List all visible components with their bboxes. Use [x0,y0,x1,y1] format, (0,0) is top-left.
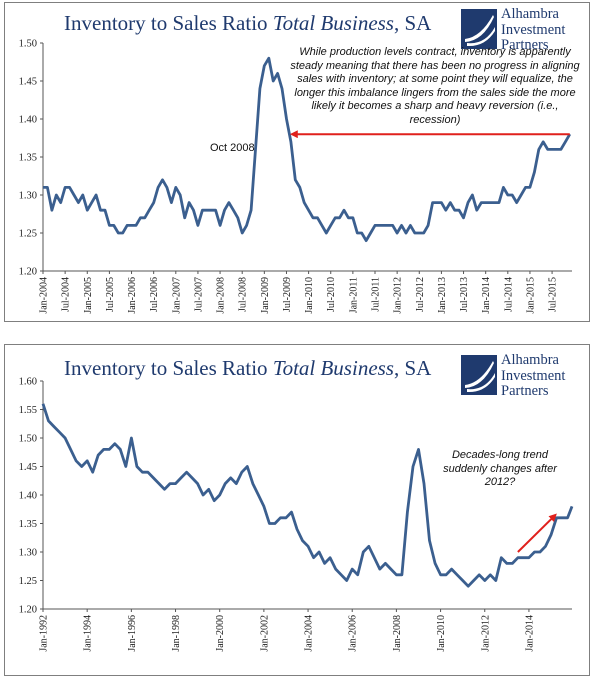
x-tick-label: Jul-2008 [238,277,249,312]
y-tick-label: 1.35 [19,519,37,530]
x-tick-label: Jul-2012 [415,277,426,312]
chart-title: Inventory to Sales Ratio Total Business,… [64,11,432,35]
y-tick-label: 1.45 [19,77,37,88]
x-tick-label: Jan-1992 [39,615,50,652]
y-tick-label: 1.50 [19,39,37,50]
chart-panel-bottom: Inventory to Sales Ratio Total Business,… [4,344,590,676]
x-tick-label: Jan-2012 [393,277,404,314]
x-tick-label: Jan-2005 [83,277,94,314]
x-tick-label: Jan-2014 [524,615,535,652]
y-tick-label: 1.20 [19,267,37,278]
x-tick-label: Jan-2008 [216,277,227,314]
x-tick-label: Jan-2006 [348,615,359,652]
chart-annotation: While production levels contract, invent… [290,46,580,126]
trend-arrow [517,513,557,553]
company-logo: Alhambra Investment Partners [461,6,589,53]
x-tick-label: Jul-2004 [61,277,72,312]
x-tick-label: Jan-1994 [83,615,94,652]
x-tick-label: Jul-2013 [459,277,470,312]
x-tick-label: Jul-2005 [105,277,116,312]
logo-text-line: Partners [501,37,549,53]
x-tick-label: Jan-2013 [437,277,448,314]
x-tick-label: Jan-2006 [127,277,138,314]
chart-annotation: Decades-long trend suddenly changes afte… [443,449,557,488]
x-tick-label: Jan-2004 [39,277,50,314]
x-tick-label: Jan-2004 [304,615,315,652]
y-tick-label: 1.30 [19,191,37,202]
x-tick-label: Jul-2010 [326,277,337,312]
y-tick-label: 1.20 [19,605,37,616]
x-tick-label: Jan-1996 [127,615,138,652]
logo-text-line: Alhambra [501,352,559,368]
y-tick-label: 1.25 [19,229,37,240]
x-tick-label: Jul-2007 [193,277,204,312]
x-tick-label: Jan-2000 [215,615,226,652]
line-chart-bottom: 1.20 1.25 1.30 1.35 1.40 1.45 1.50 1.55 1.60 Jan-… [19,377,574,652]
x-tick-label: Jul-2009 [282,277,293,312]
y-tick-label: 1.50 [19,434,37,445]
x-tick-label: Jan-2014 [481,277,492,314]
y-tick-label: 1.30 [19,548,37,559]
x-tick-label: Jan-2009 [260,277,271,314]
y-tick-label: 1.40 [19,491,37,502]
chart-panel-top: Inventory to Sales Ratio Total Business,… [4,2,590,322]
logo-text-line: Investment [501,367,566,384]
x-tick-label: Jan-2002 [259,615,270,652]
company-logo: Alhambra Investment Partners [461,352,589,399]
logo-text-line: Partners [501,383,549,399]
logo-mark-icon [461,355,497,395]
x-tick-label: Jul-2014 [503,277,514,312]
logo-text-line: Investment [501,21,566,38]
logo-mark-icon [461,9,497,49]
x-tick-label: Jan-2012 [480,615,491,652]
x-tick-label: Jan-2007 [171,277,182,314]
series-line [41,403,574,588]
x-tick-label: Jan-2010 [304,277,315,314]
y-tick-label: 1.45 [19,462,37,473]
x-tick-label: Jul-2015 [548,277,559,312]
x-tick-label: Jan-2015 [525,277,536,314]
line-chart-top: 1.20 1.25 1.30 1.35 1.40 1.45 1.50 Jan-2004 Jul-… [19,39,572,314]
chart-title: Inventory to Sales Ratio Total Business,… [64,356,432,380]
x-tick-label: Jan-1998 [171,615,182,652]
x-tick-label: Jan-2008 [392,615,403,652]
y-tick-label: 1.60 [19,377,37,388]
series-line [43,56,572,243]
x-tick-label: Jul-2006 [149,277,160,312]
event-label: Oct 2008 [210,142,255,154]
y-tick-label: 1.25 [19,576,37,587]
y-tick-label: 1.40 [19,115,37,126]
y-tick-label: 1.35 [19,153,37,164]
x-tick-label: Jan-2011 [348,277,359,313]
x-tick-label: Jan-2010 [436,615,447,652]
logo-text-line: Alhambra [501,6,559,22]
x-tick-label: Jul-2011 [371,277,382,312]
y-tick-label: 1.55 [19,405,37,416]
